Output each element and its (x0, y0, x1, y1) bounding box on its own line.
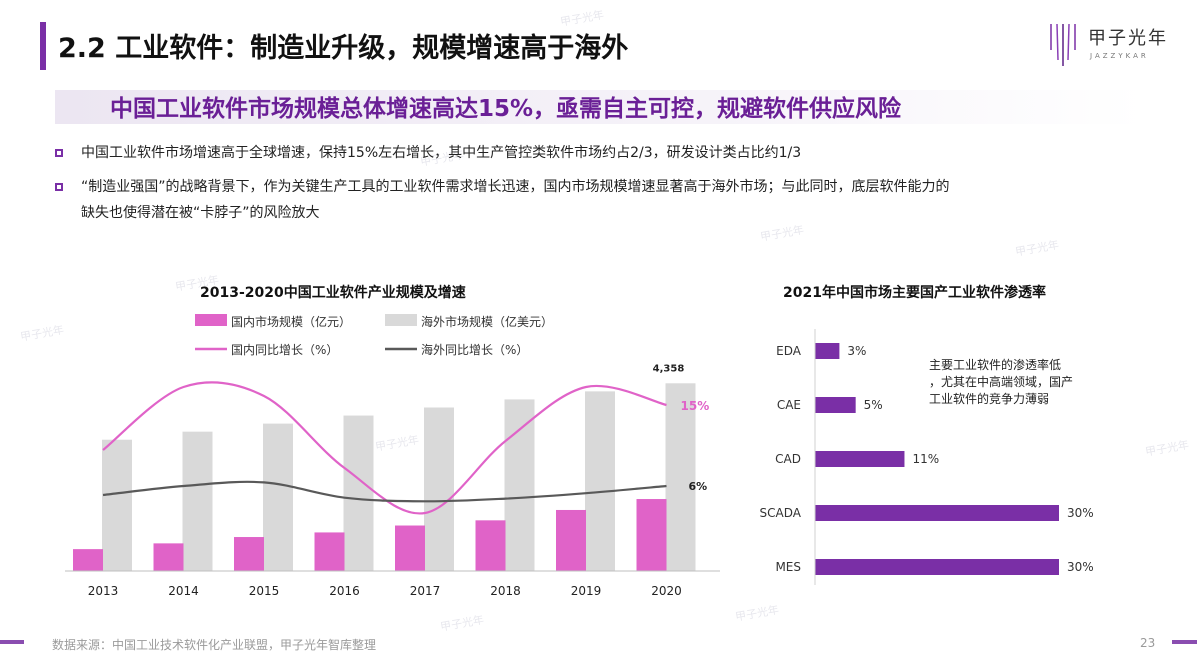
legend-label: 国内同比增长（%） (231, 343, 338, 357)
source-note: 数据来源：中国工业技术软件化产业联盟，甲子光年智库整理 (52, 638, 377, 652)
legend-swatch (385, 314, 417, 326)
bullet-square-icon (55, 149, 63, 157)
data-label-penetration: 11% (912, 452, 939, 466)
legend-label: 海外同比增长（%） (421, 342, 528, 357)
y-category-label: CAD (775, 452, 801, 466)
data-label-penetration: 5% (864, 398, 883, 412)
data-label-penetration: 30% (1067, 560, 1094, 574)
chart-x-axis: 2013 2014 2015 2016 2017 2018 2019 2020 (65, 570, 720, 598)
chart-bars: EDA 3% CAE 5% CAD 11% SCADA 30% MES 30% (760, 329, 1094, 585)
x-tick-label: 2015 (249, 584, 280, 598)
legend-label: 国内市场规模（亿元） (231, 314, 351, 329)
bar-domestic (556, 509, 586, 571)
series-line (102, 480, 667, 503)
footer-accent-left (0, 640, 24, 644)
x-tick-label: 2019 (571, 584, 602, 598)
footer-accent-right (1172, 640, 1197, 644)
data-label-domestic-growth: 15% (681, 399, 710, 413)
chart-title-industry-scale: 2013-2020中国工业软件产业规模及增速 (200, 285, 466, 301)
bar-overseas (343, 415, 374, 571)
x-tick-label: 2020 (651, 584, 682, 598)
bar-domestic (395, 525, 425, 571)
subtitle: 中国工业软件市场规模总体增速高达15%，亟需自主可控，规避软件供应风险 (110, 96, 902, 122)
bar-domestic (636, 499, 667, 571)
logo-mark-icon (1050, 23, 1076, 66)
chart-industry-scale: 国内市场规模（亿元） 海外市场规模（亿美元）国内同比增长（%） 海外同比增长（%） … (65, 314, 720, 598)
bullet-text: 缺失也使得潜在被“卡脖子”的风险放大 (81, 205, 320, 221)
x-tick-label: 2016 (329, 584, 360, 598)
watermark: 甲子光年 (1014, 238, 1060, 259)
x-tick-label: 2018 (490, 584, 521, 598)
bar-overseas (504, 399, 535, 571)
logo-subtext: JAZZYKAR (1090, 52, 1149, 60)
bar-overseas (263, 423, 293, 571)
y-category-label: CAE (777, 398, 801, 412)
bar-overseas (102, 439, 132, 571)
data-label-penetration: 3% (847, 344, 866, 358)
chart-note-line: ，尤其在中高端领域，国产 (929, 374, 1073, 389)
page-title: 2.2 工业软件：制造业升级，规模增速高于海外 (58, 33, 629, 64)
series-line (102, 381, 667, 515)
bar-overseas (585, 391, 615, 571)
y-category-label: SCADA (760, 506, 802, 520)
subtitle-background (55, 90, 1145, 124)
chart-legend: 国内市场规模（亿元） 海外市场规模（亿美元） 国内同比增长（%） 海外同比增长（%） (195, 314, 553, 357)
chart-lines (102, 381, 667, 515)
title-accent-bar (40, 22, 46, 70)
y-category-label: MES (775, 560, 801, 574)
x-tick-label: 2014 (168, 584, 199, 598)
bar-penetration (815, 559, 1059, 575)
page-number: 23 (1140, 636, 1156, 650)
bar-penetration (815, 451, 905, 467)
chart-title-penetration: 2021年中国市场主要国产工业软件渗透率 (783, 285, 1046, 301)
bullet-text: 中国工业软件市场增速高于全球增速，保持15%左右增长，其中生产管控类软件市场约占… (81, 145, 802, 161)
bullet-square-icon (55, 183, 63, 191)
bar-overseas (424, 407, 454, 571)
logo-text: 甲子光年 (1088, 28, 1168, 49)
logo: 甲子光年 JAZZYKAR (1048, 20, 1178, 70)
bar-domestic (314, 532, 345, 571)
y-category-label: EDA (776, 344, 802, 358)
legend-swatch (195, 314, 227, 326)
bar-overseas (182, 431, 213, 571)
x-tick-label: 2017 (410, 584, 441, 598)
bar-domestic (234, 537, 264, 571)
chart-annotations: 4,358 15% 6% (653, 363, 710, 493)
chart-bars (73, 383, 696, 571)
chart-note-line: 主要工业软件的渗透率低 (929, 357, 1061, 372)
bar-domestic (153, 543, 184, 571)
legend-label: 海外市场规模（亿美元） (421, 314, 553, 329)
bar-overseas (665, 383, 696, 571)
bar-penetration (815, 397, 856, 413)
bar-domestic (73, 549, 103, 571)
x-tick-label: 2013 (88, 584, 119, 598)
data-label-top-bar: 4,358 (653, 363, 685, 374)
bar-penetration (815, 505, 1059, 521)
bar-domestic (475, 520, 506, 571)
chart-note-line: 工业软件的竞争力薄弱 (929, 391, 1049, 406)
bullet-text: “制造业强国”的战略背景下，作为关键生产工具的工业软件需求增长迅速，国内市场规模… (81, 179, 950, 195)
data-label-penetration: 30% (1067, 506, 1094, 520)
bar-penetration (815, 343, 840, 359)
chart-penetration: EDA 3% CAE 5% CAD 11% SCADA 30% MES 30% 主要工业软件的渗透… (760, 329, 1094, 585)
data-label-overseas-growth: 6% (689, 480, 708, 493)
